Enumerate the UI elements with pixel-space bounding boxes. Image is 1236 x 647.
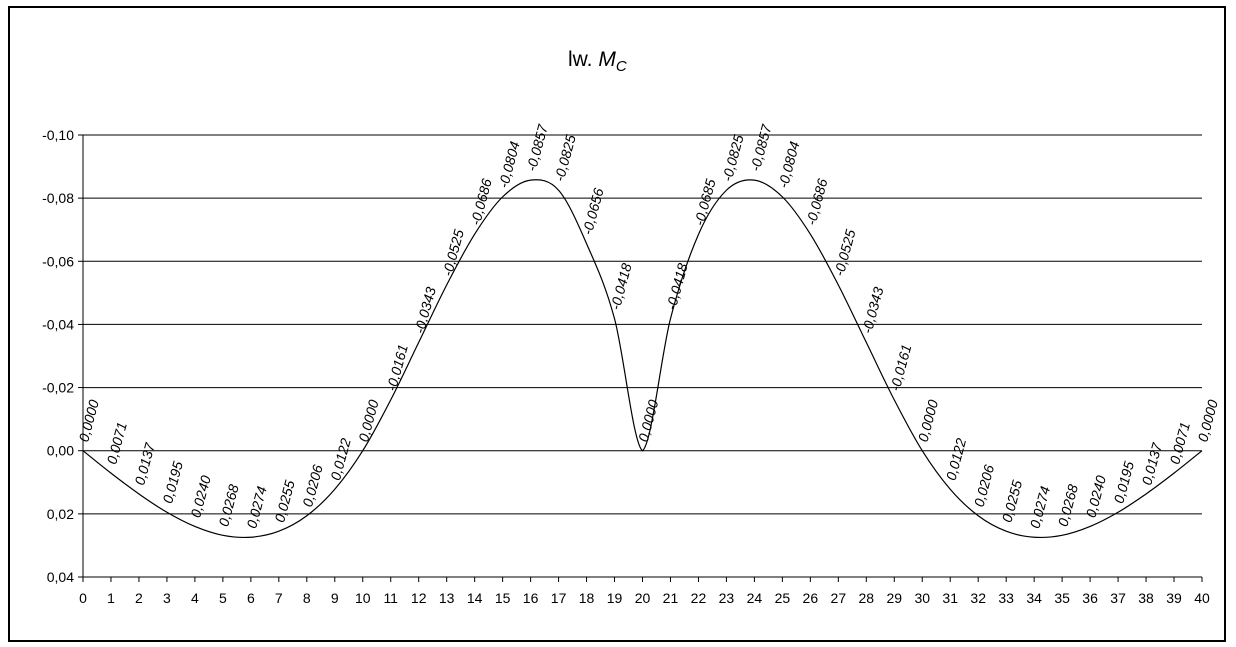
data-label: 0,0255: [999, 478, 1026, 524]
data-label: -0,0656: [579, 186, 607, 236]
data-label: 0,0255: [271, 478, 298, 524]
data-label: -0,0685: [691, 177, 719, 227]
x-tick-label: 33: [998, 590, 1014, 606]
data-label: 0,0000: [1194, 398, 1221, 444]
x-tick-label: 13: [439, 590, 455, 606]
data-label: 0,0000: [635, 398, 662, 444]
data-label: -0,0686: [467, 177, 495, 227]
x-tick-label: 14: [467, 590, 483, 606]
x-tick-label: 9: [331, 590, 339, 606]
data-label: 0,0000: [75, 398, 102, 444]
x-tick-label: 20: [635, 590, 651, 606]
y-tick-label: -0,08: [42, 190, 74, 206]
x-tick-label: 16: [523, 590, 539, 606]
x-tick-label: 21: [663, 590, 679, 606]
data-label: -0,0686: [803, 177, 831, 227]
data-label: 0,0137: [1138, 440, 1165, 487]
x-tick-label: 11: [383, 590, 398, 606]
x-tick-label: 2: [135, 590, 143, 606]
data-label: 0,0071: [1166, 420, 1193, 466]
x-tick-label: 38: [1138, 590, 1154, 606]
data-label: 0,0268: [215, 482, 242, 528]
x-tick-label: 37: [1110, 590, 1126, 606]
data-label: -0,0525: [831, 228, 859, 278]
y-tick-label: 0,00: [47, 443, 74, 459]
x-tick-label: 22: [691, 590, 707, 606]
data-label: 0,0268: [1055, 482, 1082, 528]
x-tick-label: 4: [191, 590, 199, 606]
data-label: 0,0195: [1111, 459, 1138, 505]
data-label: -0,0825: [719, 133, 747, 183]
data-label: 0,0240: [187, 474, 214, 520]
x-tick-label: 10: [355, 590, 371, 606]
x-tick-label: 23: [719, 590, 735, 606]
data-label: -0,0161: [887, 343, 915, 393]
y-tick-label: -0,04: [42, 316, 74, 332]
data-label: -0,0857: [523, 122, 551, 173]
data-label: -0,0825: [551, 133, 579, 183]
chart-title-subscript: C: [616, 58, 627, 75]
chart-title: lw. MC: [568, 48, 627, 75]
data-label: 0,0071: [103, 420, 130, 466]
x-tick-label: 26: [803, 590, 819, 606]
y-tick-label: -0,06: [42, 253, 74, 269]
y-tick-label: -0,10: [42, 127, 74, 143]
data-label: 0,0274: [243, 484, 270, 530]
y-axis-ticks: -0,10 -0,08 -0,06 -0,04 -0,02 0,00 0,02 0,04: [42, 127, 83, 585]
data-label: -0,0804: [775, 139, 803, 189]
x-tick-label: 35: [1054, 590, 1070, 606]
data-label: 0,0274: [1027, 484, 1054, 530]
x-tick-label: 28: [859, 590, 875, 606]
x-axis-ticks: 0 1 2 3 4 5 6 7 8 9 10 11 12 13 14 15 16 17 18 19 20 21 22 23 24…: [79, 577, 1210, 606]
data-label: -0,0418: [607, 261, 635, 311]
data-label: 0,0000: [915, 398, 942, 444]
x-tick-label: 8: [303, 590, 311, 606]
x-tick-label: 30: [914, 590, 930, 606]
data-label: -0,0525: [439, 228, 467, 278]
x-tick-label: 36: [1082, 590, 1098, 606]
chart-title-main: lw.: [568, 48, 598, 71]
chart-frame: -0,10 -0,08 -0,06 -0,04 -0,02 0,00 0,02 0,04 0 1…: [8, 6, 1226, 642]
x-tick-label: 19: [607, 590, 623, 606]
data-label: 0,0240: [1083, 474, 1110, 520]
data-label: 0,0137: [131, 440, 158, 487]
data-label: 0,0122: [943, 436, 970, 482]
x-tick-label: 25: [775, 590, 791, 606]
x-tick-label: 32: [970, 590, 986, 606]
data-labels: 0,0000 0,0071 0,0137 0,0195 0,0240 0,0268 0,02…: [75, 122, 1221, 530]
x-tick-label: 7: [275, 590, 283, 606]
data-label: -0,0343: [859, 285, 887, 335]
data-label: -0,0418: [663, 261, 691, 311]
chart-title-symbol: M: [598, 48, 616, 71]
x-tick-label: 3: [163, 590, 171, 606]
data-label: 0,0206: [299, 463, 326, 509]
data-label: -0,0857: [747, 122, 775, 173]
x-tick-label: 39: [1166, 590, 1182, 606]
x-tick-label: 15: [495, 590, 511, 606]
data-label: -0,0804: [495, 139, 523, 189]
data-label: 0,0122: [327, 436, 354, 482]
x-tick-label: 34: [1026, 590, 1042, 606]
x-tick-label: 0: [79, 590, 87, 606]
x-tick-label: 18: [579, 590, 595, 606]
data-label: 0,0195: [159, 459, 186, 505]
influence-line-chart: -0,10 -0,08 -0,06 -0,04 -0,02 0,00 0,02 0,04 0 1…: [42, 48, 1221, 606]
x-tick-label: 5: [219, 590, 227, 606]
series-line: [82, 179, 1203, 539]
x-tick-label: 12: [411, 590, 427, 606]
y-tick-label: 0,04: [47, 569, 74, 585]
x-tick-label: 17: [551, 590, 567, 606]
y-tick-label: 0,02: [47, 506, 74, 522]
x-tick-label: 29: [886, 590, 902, 606]
x-tick-label: 24: [747, 590, 763, 606]
x-tick-label: 1: [107, 590, 115, 606]
x-tick-label: 27: [831, 590, 847, 606]
y-tick-label: -0,02: [42, 380, 74, 396]
x-tick-label: 6: [247, 590, 255, 606]
grid-lines: [83, 134, 1202, 515]
data-label: 0,0000: [355, 398, 382, 444]
x-tick-label: 31: [942, 590, 958, 606]
x-tick-label: 40: [1194, 590, 1210, 606]
data-label: 0,0206: [971, 463, 998, 509]
